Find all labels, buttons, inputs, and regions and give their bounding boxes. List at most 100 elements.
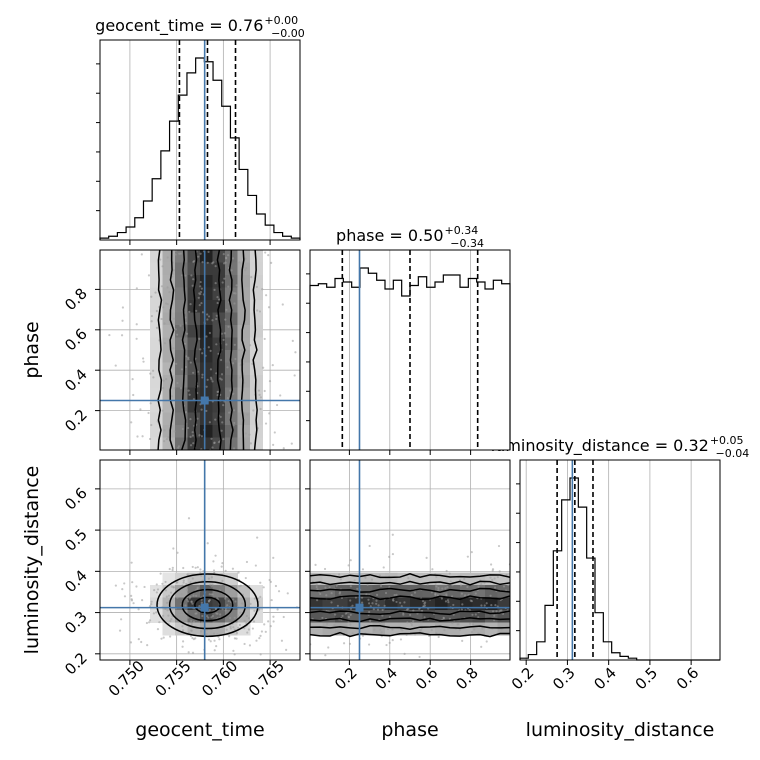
scatter-geocent-time-phase-sample-point xyxy=(201,311,205,314)
scatter-geocent-time-luminosity-distance-sample-point xyxy=(123,595,127,598)
scatter-geocent-time-phase-sample-point xyxy=(262,366,265,369)
scatter-geocent-time-phase-sample-point xyxy=(275,403,279,407)
scatter-geocent-time-luminosity-distance-sample-point xyxy=(114,584,117,587)
scatter-geocent-time-phase-sample-point xyxy=(190,274,193,277)
scatter-phase-luminosity-distance-sample-point xyxy=(367,602,371,605)
scatter-phase-luminosity-distance-sample-point xyxy=(443,629,446,632)
scatter-geocent-time-phase-density-cell xyxy=(150,437,163,450)
scatter-phase-luminosity-distance-sample-point xyxy=(410,593,413,597)
scatter-phase-luminosity-distance-sample-point xyxy=(493,614,496,617)
scatter-geocent-time-luminosity-distance-sample-point xyxy=(200,630,203,633)
scatter-phase-luminosity-distance-sample-point xyxy=(388,555,391,558)
scatter-geocent-time-luminosity-distance-sample-point xyxy=(235,593,238,596)
plot-layer: 0.2 0.3 0.4 0.5 0.60.20.40.60.80.750 0.755 0.7… xyxy=(61,39,721,700)
scatter-phase-luminosity-distance-sample-point xyxy=(485,602,488,605)
scatter-phase-luminosity-distance-sample-point xyxy=(366,583,369,586)
scatter-phase-luminosity-distance-sample-point xyxy=(498,570,501,573)
scatter-phase-luminosity-distance-sample-point xyxy=(399,638,403,641)
scatter-phase-luminosity-distance-sample-point xyxy=(451,622,454,625)
scatter-phase-luminosity-distance-sample-point xyxy=(413,633,417,636)
scatter-geocent-time-phase-sample-point xyxy=(120,334,124,337)
scatter-geocent-time-phase-sample-point xyxy=(174,253,177,256)
scatter-geocent-time-phase-sample-point xyxy=(114,364,117,367)
xlabel-phase: phase xyxy=(381,719,438,741)
scatter-phase-luminosity-distance-density-cell xyxy=(447,622,461,636)
scatter-geocent-time-phase-sample-point xyxy=(150,314,153,318)
scatter-geocent-time-luminosity-distance-sample-point xyxy=(211,583,214,586)
scatter-phase-luminosity-distance-sample-point xyxy=(393,594,396,597)
scatter-geocent-time-phase-sample-point xyxy=(206,261,209,264)
scatter-geocent-time-phase-sample-point xyxy=(227,285,230,288)
scatter-geocent-time-luminosity-distance-sample-point xyxy=(129,641,133,644)
scatter-phase-luminosity-distance-sample-point xyxy=(437,635,440,639)
scatter-phase-luminosity-distance-density-cell xyxy=(397,585,411,598)
scatter-geocent-time-luminosity-distance-sample-point xyxy=(211,593,214,596)
scatter-geocent-time-phase-sample-point xyxy=(256,309,259,312)
scatter-phase-luminosity-distance-density-cell xyxy=(385,597,398,611)
scatter-geocent-time-phase-sample-point xyxy=(258,310,262,313)
scatter-geocent-time-phase-ytick-label-0: 0.2 xyxy=(61,406,91,436)
scatter-phase-luminosity-distance-sample-point xyxy=(341,614,344,617)
scatter-geocent-time-luminosity-distance-sample-point xyxy=(205,632,208,636)
scatter-phase-luminosity-distance-sample-point xyxy=(446,599,450,602)
scatter-geocent-time-luminosity-distance-sample-point xyxy=(233,616,236,619)
hist-geocent-time-panel xyxy=(96,39,301,245)
scatter-phase-luminosity-distance-sample-point xyxy=(423,616,426,619)
scatter-geocent-time-luminosity-distance-sample-point xyxy=(285,648,288,651)
scatter-phase-luminosity-distance-sample-point xyxy=(490,603,493,607)
scatter-geocent-time-phase-density-cell xyxy=(237,325,251,338)
scatter-phase-luminosity-distance-sample-point xyxy=(344,612,348,615)
scatter-phase-luminosity-distance-sample-point xyxy=(354,596,358,599)
scatter-geocent-time-luminosity-distance-sample-point xyxy=(182,629,185,632)
scatter-geocent-time-phase-sample-point xyxy=(192,278,195,281)
scatter-geocent-time-luminosity-distance-density-cell xyxy=(225,572,238,586)
scatter-phase-luminosity-distance-sample-point xyxy=(494,604,497,607)
scatter-geocent-time-luminosity-distance-sample-point xyxy=(120,618,123,621)
scatter-phase-luminosity-distance-sample-point xyxy=(406,608,409,611)
scatter-geocent-time-phase-density-cell xyxy=(175,400,188,413)
scatter-geocent-time-phase-sample-point xyxy=(282,447,285,450)
scatter-geocent-time-phase-density-cell xyxy=(187,375,201,388)
scatter-phase-luminosity-distance-sample-point xyxy=(371,602,374,605)
scatter-phase-luminosity-distance-sample-point xyxy=(466,585,469,589)
scatter-phase-luminosity-distance-sample-point xyxy=(326,622,329,625)
scatter-phase-luminosity-distance-sample-point xyxy=(444,600,448,603)
scatter-geocent-time-luminosity-distance-sample-point xyxy=(161,614,165,617)
scatter-geocent-time-luminosity-distance-density-cell xyxy=(250,585,263,598)
scatter-phase-luminosity-distance-contour-0-upper xyxy=(310,595,510,601)
scatter-geocent-time-phase-density-cell xyxy=(237,287,251,301)
hist-luminosity-distance-panel: 0.2 0.3 0.4 0.5 0.6 xyxy=(508,459,721,693)
scatter-geocent-time-luminosity-distance-sample-point xyxy=(148,605,152,608)
scatter-geocent-time-luminosity-distance-sample-point xyxy=(221,579,224,582)
scatter-geocent-time-luminosity-distance-sample-point xyxy=(214,554,217,557)
scatter-phase-luminosity-distance-sample-point xyxy=(495,610,498,613)
scatter-geocent-time-phase-sample-point xyxy=(255,285,258,289)
scatter-geocent-time-luminosity-distance-sample-point xyxy=(235,637,238,640)
scatter-geocent-time-luminosity-distance-ytick-label-0: 0.2 xyxy=(61,649,91,679)
scatter-geocent-time-phase-sample-point xyxy=(207,250,210,253)
scatter-geocent-time-luminosity-distance-sample-point xyxy=(210,585,213,588)
scatter-geocent-time-phase-sample-point xyxy=(200,408,203,411)
scatter-phase-luminosity-distance-sample-point xyxy=(491,578,494,581)
scatter-geocent-time-phase-ytick-label-2: 0.6 xyxy=(61,325,91,355)
scatter-geocent-time-phase-sample-point xyxy=(214,264,217,268)
scatter-geocent-time-phase-sample-point xyxy=(211,446,214,449)
scatter-phase-luminosity-distance-sample-point xyxy=(502,585,506,588)
scatter-geocent-time-phase-sample-point xyxy=(184,321,188,325)
scatter-geocent-time-luminosity-distance-sample-point xyxy=(224,609,227,612)
scatter-geocent-time-luminosity-distance-sample-point xyxy=(258,637,261,640)
scatter-geocent-time-luminosity-distance-contour-3 xyxy=(156,573,259,638)
scatter-geocent-time-phase-sample-point xyxy=(108,333,111,337)
scatter-phase-luminosity-distance-sample-point xyxy=(351,632,354,635)
scatter-geocent-time-phase-sample-point xyxy=(166,286,169,289)
scatter-geocent-time-phase-sample-point xyxy=(176,381,179,385)
scatter-geocent-time-luminosity-distance-sample-point xyxy=(177,613,181,617)
scatter-geocent-time-phase-sample-point xyxy=(213,441,216,445)
scatter-phase-luminosity-distance-sample-point xyxy=(391,639,394,642)
scatter-phase-luminosity-distance-sample-point xyxy=(348,642,352,645)
scatter-geocent-time-phase-sample-point xyxy=(163,429,166,432)
scatter-phase-luminosity-distance-sample-point xyxy=(347,564,350,567)
scatter-phase-luminosity-distance-sample-point xyxy=(401,629,404,632)
scatter-phase-luminosity-distance-sample-point xyxy=(507,583,510,587)
scatter-geocent-time-phase-density-cell xyxy=(200,337,213,351)
